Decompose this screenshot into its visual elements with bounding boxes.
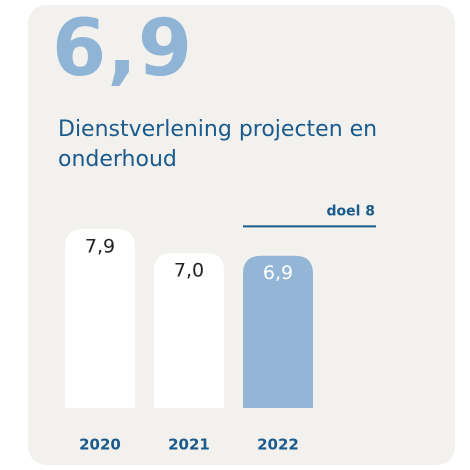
x-tick-label: 2021 [168, 436, 210, 454]
goal-label: doel 8 [326, 203, 375, 219]
bar [243, 255, 313, 408]
bar [65, 229, 135, 408]
value-label: 7,0 [174, 260, 204, 282]
chart-title: Dienstverlening projecten en onderhoud [58, 117, 378, 172]
x-tick-label: 2020 [79, 436, 121, 454]
headline: 6,9 [52, 4, 194, 94]
value-label: 7,9 [85, 236, 115, 258]
value-label: 6,9 [263, 262, 293, 284]
bar [154, 253, 224, 408]
x-tick-label: 2022 [257, 436, 299, 454]
